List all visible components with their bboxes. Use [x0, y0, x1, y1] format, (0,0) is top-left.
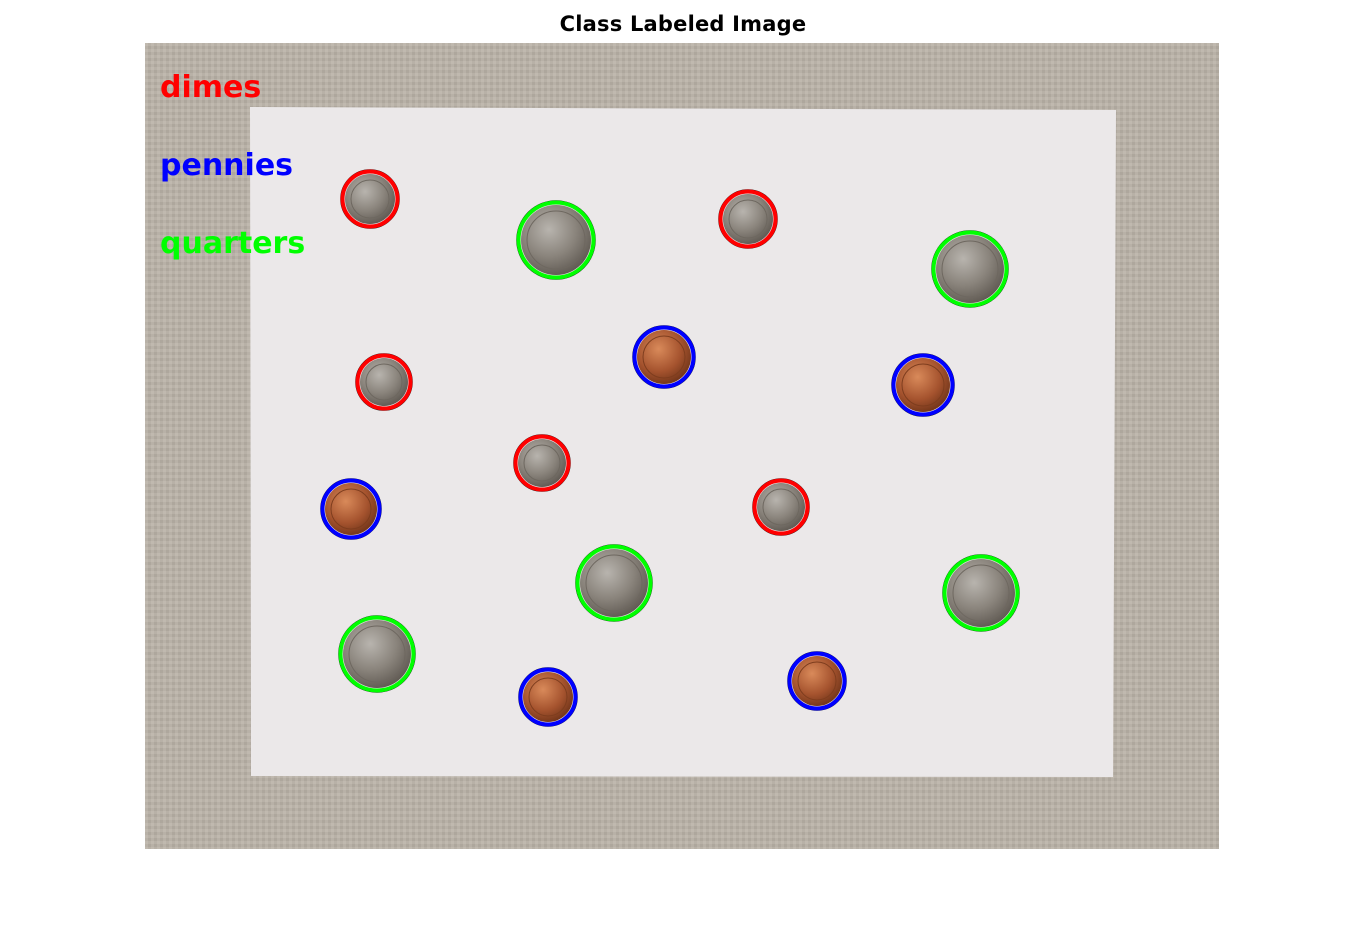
- coin-face: [723, 194, 773, 244]
- class-ring-dimes: [752, 478, 810, 536]
- coin-dimes: [340, 169, 400, 229]
- class-ring-quarters: [575, 544, 653, 622]
- class-ring-quarters: [942, 554, 1020, 632]
- legend-dimes: dimes: [160, 70, 262, 105]
- paper-sheet: [250, 107, 1116, 777]
- coin-quarters: [575, 544, 653, 622]
- coin-dimes: [355, 353, 413, 411]
- coin-quarters: [931, 230, 1009, 308]
- coin-face: [757, 483, 805, 531]
- coin-rim: [348, 625, 406, 683]
- coin-face: [947, 559, 1015, 627]
- coin-rim: [330, 488, 372, 530]
- coin-pennies: [320, 478, 382, 540]
- class-ring-dimes: [513, 434, 571, 492]
- class-ring-dimes: [340, 169, 400, 229]
- coin-rim: [526, 210, 586, 270]
- coin-face: [360, 358, 408, 406]
- legend-quarters: quarters: [160, 226, 306, 261]
- coins-layer: [320, 169, 1020, 727]
- coin-face: [325, 483, 377, 535]
- class-ring-quarters: [931, 230, 1009, 308]
- coin-quarters: [338, 615, 416, 693]
- coin-face: [936, 235, 1004, 303]
- coin-quarters: [516, 200, 596, 280]
- coin-face: [637, 330, 691, 384]
- coin-dimes: [752, 478, 810, 536]
- coin-rim: [728, 199, 768, 239]
- coin-rim: [901, 363, 945, 407]
- coin-face: [345, 174, 395, 224]
- class-ring-dimes: [355, 353, 413, 411]
- coin-rim: [523, 444, 561, 482]
- coin-face: [792, 656, 842, 706]
- class-ring-pennies: [632, 325, 696, 389]
- coin-face: [521, 205, 591, 275]
- coin-face: [896, 358, 950, 412]
- legend-pennies: pennies: [160, 148, 294, 183]
- class-ring-quarters: [516, 200, 596, 280]
- class-ring-pennies: [518, 667, 578, 727]
- coin-face: [518, 439, 566, 487]
- coin-pennies: [632, 325, 696, 389]
- class-ring-quarters: [338, 615, 416, 693]
- coin-face: [580, 549, 648, 617]
- coin-dimes: [513, 434, 571, 492]
- coin-quarters: [942, 554, 1020, 632]
- coin-rim: [528, 677, 568, 717]
- coin-rim: [365, 363, 403, 401]
- coin-rim: [350, 179, 390, 219]
- class-ring-pennies: [787, 651, 847, 711]
- coin-rim: [642, 335, 686, 379]
- coin-rim: [952, 564, 1010, 622]
- coin-face: [343, 620, 411, 688]
- coin-rim: [797, 661, 837, 701]
- class-ring-pennies: [891, 353, 955, 417]
- class-ring-pennies: [320, 478, 382, 540]
- coin-face: [523, 672, 573, 722]
- coin-rim: [941, 240, 999, 298]
- coin-pennies: [518, 667, 578, 727]
- coin-pennies: [787, 651, 847, 711]
- coin-rim: [585, 554, 643, 612]
- coin-rim: [762, 488, 800, 526]
- coin-dimes: [718, 189, 778, 249]
- labeled-image: [145, 43, 1219, 849]
- class-ring-dimes: [718, 189, 778, 249]
- figure-title: Class Labeled Image: [559, 12, 807, 36]
- coin-pennies: [891, 353, 955, 417]
